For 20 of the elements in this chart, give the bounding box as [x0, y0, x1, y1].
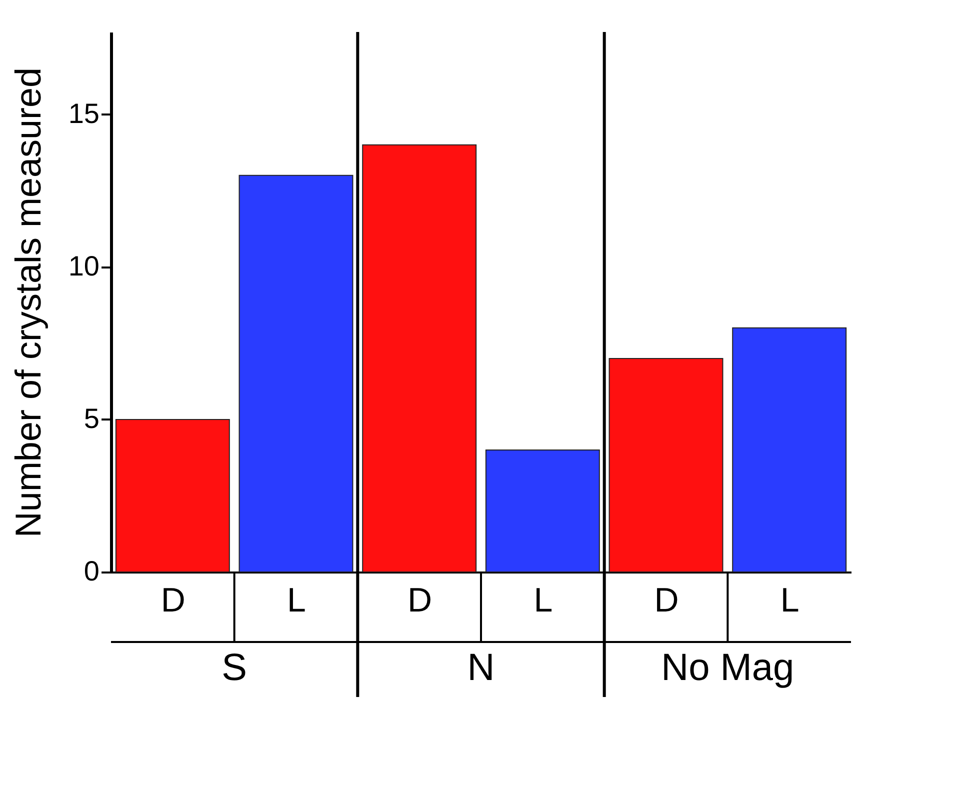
text: N	[467, 647, 495, 689]
bar	[732, 327, 847, 572]
y-tick-label: 0	[84, 556, 100, 586]
x-tick-label: L	[780, 582, 800, 620]
x-tick-label: L	[534, 582, 553, 620]
x-tick-label: D	[160, 582, 186, 620]
bar	[362, 144, 477, 572]
bar	[238, 174, 354, 572]
bar	[608, 358, 724, 572]
x-tick-label: D	[654, 582, 679, 620]
bar	[115, 418, 230, 572]
text: S	[222, 647, 248, 689]
y-tick-label: 10	[68, 250, 100, 282]
x-tick-label: D	[408, 582, 432, 620]
y-axis-title: Number of crystals measured	[7, 67, 48, 538]
y-tick-label: 5	[84, 402, 100, 434]
bar	[485, 449, 600, 572]
y-tick-label: 15	[68, 98, 100, 129]
x-tick-label: L	[287, 582, 306, 620]
text: No Mag	[661, 647, 794, 689]
